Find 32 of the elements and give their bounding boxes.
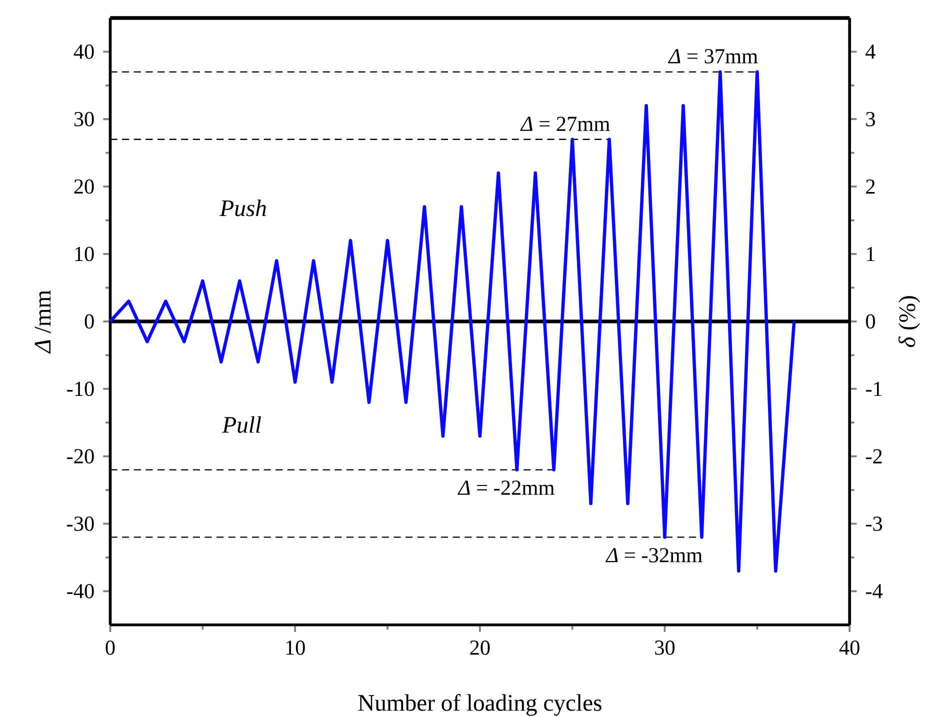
y-tick-label: 20 xyxy=(74,179,94,194)
y2-tick-label: 1 xyxy=(867,246,875,262)
y-tick-label: 0 xyxy=(84,314,94,329)
ref-line-label: Δ = 37mm xyxy=(668,49,758,64)
x-axis-title: Number of loading cycles xyxy=(358,694,602,716)
y-tick-label: 30 xyxy=(74,112,94,126)
y2-tick-label: -4 xyxy=(866,584,883,598)
annotation: Push xyxy=(220,200,266,216)
x-tick-label: 20 xyxy=(470,640,490,655)
y-tick-label: 10 xyxy=(75,246,94,262)
annotation: Pull xyxy=(222,416,262,433)
ref-line-label: Δ = -22mm xyxy=(458,480,554,495)
y-axis-title: Δ /mm xyxy=(34,290,51,354)
y-tick-label: -30 xyxy=(67,516,94,531)
y2-tick-label: -1 xyxy=(866,382,882,396)
x-tick-label: 10 xyxy=(286,640,305,655)
y2-tick-label: -3 xyxy=(866,516,882,531)
y2-axis-title: δ (%) xyxy=(898,296,920,348)
ref-line-label: Δ = -32mm xyxy=(605,548,702,562)
ref-line-label: Δ = 27mm xyxy=(520,116,610,131)
y2-tick-label: 2 xyxy=(866,180,875,194)
y-tick-label: -20 xyxy=(67,449,94,464)
y2-tick-label: 3 xyxy=(866,112,875,126)
y2-tick-label: -2 xyxy=(866,449,882,464)
y2-tick-label: 4 xyxy=(866,44,876,59)
y-tick-label: -10 xyxy=(67,382,94,396)
x-tick-label: 40 xyxy=(839,640,860,655)
x-tick-label: 30 xyxy=(655,640,675,655)
y2-tick-label: 0 xyxy=(866,314,875,329)
y-tick-label: -40 xyxy=(67,584,94,598)
x-tick-label: 0 xyxy=(106,640,115,655)
y-tick-label: 40 xyxy=(74,44,94,59)
